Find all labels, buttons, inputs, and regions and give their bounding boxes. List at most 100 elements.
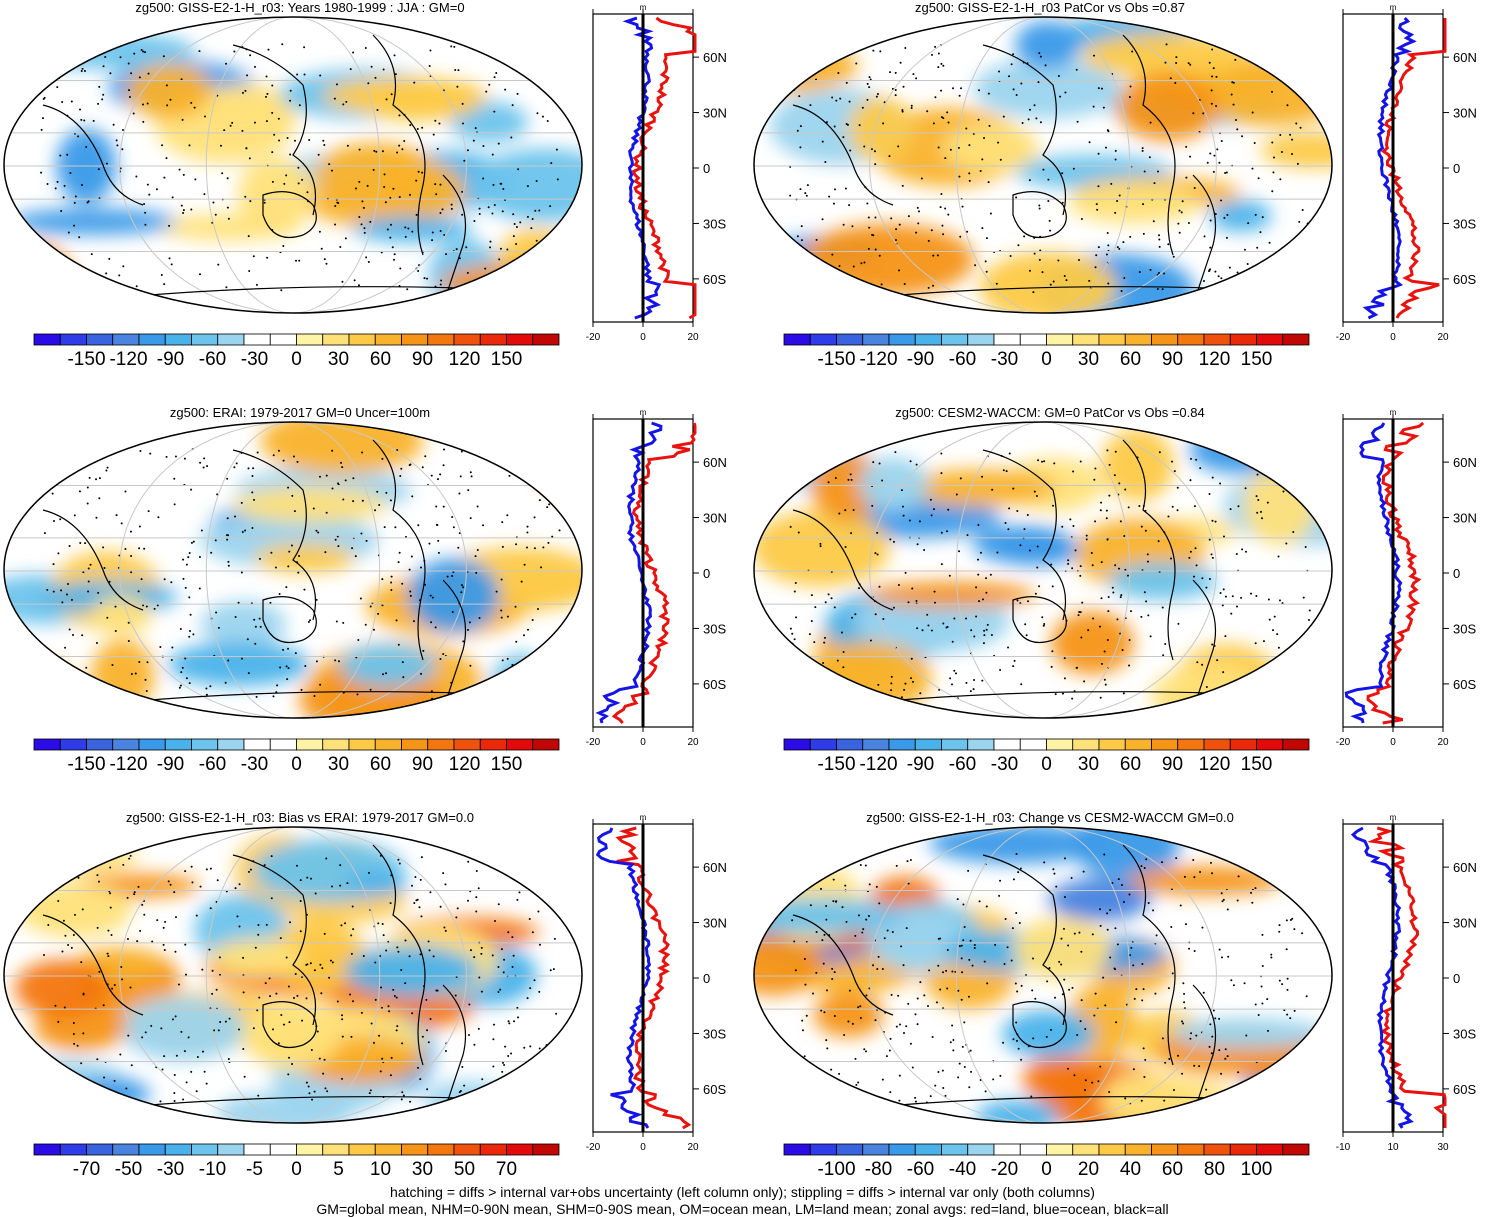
colorbar-segment (322, 738, 350, 751)
colorbar-segment (164, 333, 192, 346)
colorbar-segment (941, 333, 969, 346)
colorbar-segment (809, 333, 837, 346)
zonal-x-tick-label: 0 (1390, 737, 1396, 748)
zonal-x-tick-label: 20 (1437, 737, 1449, 748)
colorbar-segment (993, 738, 1021, 751)
zonal-unit-label: m (640, 408, 647, 417)
colorbar-segment (191, 1143, 219, 1156)
zonal-x-tick-label: 20 (687, 332, 699, 343)
colorbar-segment (1151, 1143, 1179, 1156)
colorbar-tick-label: -120 (109, 349, 147, 370)
latitude-tick-label: 0 (1453, 161, 1460, 176)
colorbar-tick-label: 0 (291, 1159, 302, 1180)
colorbar-tick-label: -5 (246, 1159, 263, 1180)
latitude-tick-label: 30N (703, 106, 727, 121)
colorbar-segment (1282, 1143, 1310, 1156)
colorbar-segment (59, 1143, 87, 1156)
colorbar-tick-label: 40 (1120, 1159, 1141, 1180)
colorbar-segment (1046, 738, 1074, 751)
colorbar-segment (836, 333, 864, 346)
colorbar-segment (1124, 738, 1152, 751)
latitude-tick-label: 60N (1453, 50, 1477, 65)
colorbar-segment (941, 738, 969, 751)
colorbar-segment (427, 738, 455, 751)
colorbar-segment (993, 333, 1021, 346)
colorbar-segment (1256, 333, 1284, 346)
colorbar-segment (401, 333, 429, 346)
colorbar-segment (1282, 738, 1310, 751)
colorbar-segment (374, 1143, 402, 1156)
latitude-tick-label: 60N (703, 455, 727, 470)
latitude-tick-label: 0 (703, 971, 710, 986)
colorbar-tick-label: 120 (1199, 349, 1231, 370)
colorbar-segment (243, 738, 271, 751)
zonal-mean-plot: m 60N 30N 0 30S 60S -20 0 20 (1336, 408, 1477, 748)
colorbar-segment (164, 1143, 192, 1156)
colorbar-tick-label: 60 (1120, 754, 1141, 775)
colorbar-segment (453, 333, 481, 346)
latitude-tick-label: 60S (703, 1082, 726, 1097)
footer-note-legend: GM=global mean, NHM=0-90N mean, SHM=0-90… (316, 1201, 1169, 1217)
colorbar-segment (138, 333, 166, 346)
colorbar-tick-label: -60 (949, 754, 976, 775)
colorbar-segment (453, 738, 481, 751)
colorbar-tick-label: -30 (157, 1159, 184, 1180)
colorbar-tick-label: -90 (157, 349, 184, 370)
colorbar: -150 -120 -90 -60 -30 0 30 60 90 120 150 (33, 738, 560, 775)
world-map (753, 826, 1333, 1124)
colorbar-tick-label: -30 (991, 754, 1018, 775)
latitude-tick-label: 0 (1453, 971, 1460, 986)
colorbar-tick-label: 60 (370, 754, 391, 775)
colorbar-segment (243, 333, 271, 346)
ocean-zonal-mean-line (1344, 422, 1403, 724)
colorbar-tick-label: -50 (115, 1159, 142, 1180)
land-zonal-mean-line (1367, 826, 1447, 1128)
colorbar-segment (506, 1143, 534, 1156)
colorbar-segment (1098, 333, 1126, 346)
colorbar-segment (1229, 738, 1257, 751)
colorbar-tick-label: -60 (199, 349, 226, 370)
latitude-tick-label: 60S (703, 272, 726, 287)
latitude-tick-label: 30S (703, 1026, 726, 1041)
colorbar-tick-label: -150 (67, 349, 105, 370)
colorbar-segment (888, 1143, 916, 1156)
colorbar-segment (112, 333, 140, 346)
panel-title: zg500: ERAI: 1979-2017 GM=0 Uncer=100m (169, 405, 431, 420)
colorbar-tick-label: 90 (1162, 349, 1183, 370)
colorbar-segment (322, 1143, 350, 1156)
latitude-tick-label: 30S (703, 216, 726, 231)
world-map (3, 16, 583, 314)
zonal-x-tick-label: 30 (1437, 1142, 1449, 1153)
colorbar-tick-label: -40 (949, 1159, 976, 1180)
colorbar-tick-label: 30 (1078, 754, 1099, 775)
latitude-tick-label: 60S (1453, 272, 1476, 287)
colorbar-segment (479, 738, 507, 751)
zonal-x-tick-label: -20 (1336, 737, 1351, 748)
zonal-mean-plot: m 60N 30N 0 30S 60S -10 10 30 (1336, 813, 1477, 1153)
zonal-mean-plot: m 60N 30N 0 30S 60S -20 0 20 (586, 813, 727, 1153)
colorbar-tick-label: -150 (817, 754, 855, 775)
colorbar-tick-label: -30 (991, 349, 1018, 370)
latitude-tick-label: 60S (1453, 677, 1476, 692)
colorbar-segment (1046, 1143, 1074, 1156)
zonal-x-tick-label: 20 (687, 1142, 699, 1153)
world-map (3, 826, 583, 1124)
latitude-tick-label: 0 (1453, 566, 1460, 581)
colorbar-segment (112, 738, 140, 751)
colorbar-segment (941, 1143, 969, 1156)
colorbar-tick-label: 30 (328, 349, 349, 370)
colorbar-tick-label: 30 (412, 1159, 433, 1180)
zonal-x-tick-label: 0 (640, 737, 646, 748)
zonal-x-tick-label: -20 (586, 1142, 601, 1153)
colorbar: -100 -80 -60 -40 -20 0 20 40 60 80 100 (783, 1143, 1310, 1180)
colorbar: -150 -120 -90 -60 -30 0 30 60 90 120 150 (783, 333, 1310, 370)
colorbar-segment (914, 1143, 942, 1156)
colorbar-segment (374, 333, 402, 346)
colorbar-tick-label: 90 (1162, 754, 1183, 775)
colorbar-tick-label: 60 (1162, 1159, 1183, 1180)
latitude-tick-label: 60N (703, 50, 727, 65)
colorbar-segment (33, 1143, 61, 1156)
colorbar-segment (479, 1143, 507, 1156)
colorbar-tick-label: 120 (449, 349, 481, 370)
colorbar-segment (33, 333, 61, 346)
